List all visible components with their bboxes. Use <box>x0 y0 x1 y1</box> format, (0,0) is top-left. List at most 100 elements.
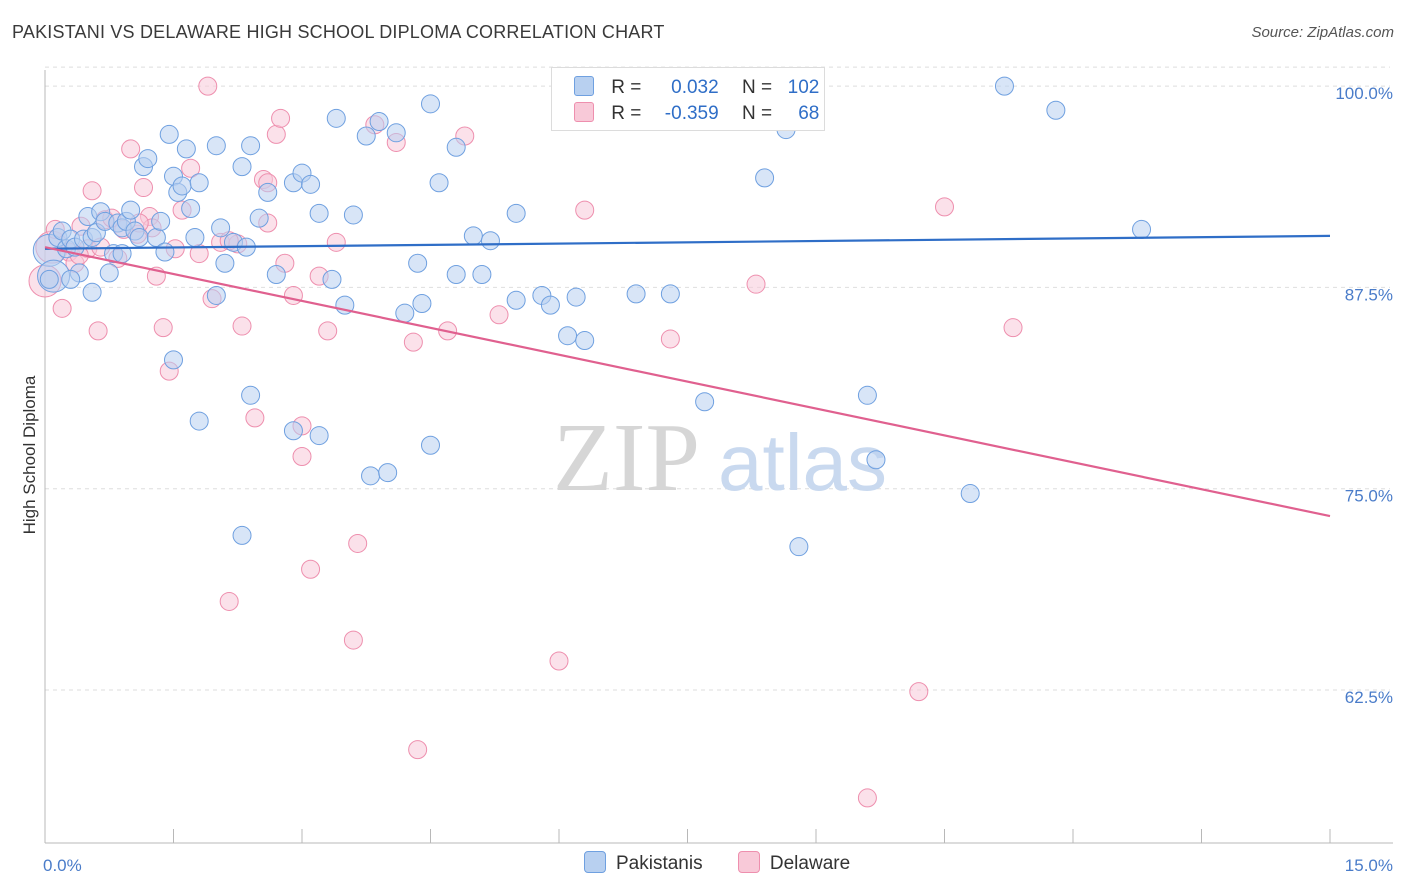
pakistani-point <box>386 123 406 143</box>
delaware-point <box>181 158 201 178</box>
y-axis-title: High School Diploma <box>20 375 39 534</box>
chart-title: PAKISTANI VS DELAWARE HIGH SCHOOL DIPLOM… <box>12 22 665 42</box>
delaware-point <box>219 591 239 611</box>
delaware-point <box>909 682 929 702</box>
pakistani-point <box>121 200 141 220</box>
pakistani-point <box>558 326 578 346</box>
pakistani-point <box>309 203 329 223</box>
pakistani-point <box>258 182 278 202</box>
delaware-point <box>292 447 312 466</box>
delaware-point <box>1003 318 1023 338</box>
pakistani-point <box>151 211 171 231</box>
delaware-point <box>348 533 368 553</box>
delaware-point <box>318 321 338 341</box>
pakistani-point <box>378 463 398 483</box>
pakistani-point <box>181 198 201 218</box>
pakistani-point <box>540 295 560 315</box>
pakistani-point <box>99 263 119 283</box>
pakistani-point <box>206 285 226 305</box>
pakistani-point <box>39 269 59 289</box>
pakistani-point <box>322 269 342 289</box>
legend-r-label: R = <box>611 77 642 98</box>
pakistani-point <box>994 76 1014 96</box>
pakistani-point <box>61 269 81 289</box>
pakistani-point <box>506 203 526 223</box>
legend-n-label: N = <box>741 103 773 124</box>
legend-r-value: 0.032 <box>671 77 719 98</box>
x-tick-label-max: 15.0% <box>1345 856 1393 875</box>
pakistani-point <box>1046 100 1066 120</box>
pakistani-point <box>189 411 209 431</box>
delaware-point <box>857 788 877 808</box>
delaware-point <box>134 178 154 198</box>
watermark-atlas: atlas <box>718 418 887 507</box>
pakistani-point <box>857 385 877 405</box>
delaware-point <box>153 318 173 338</box>
pakistani-point <box>755 168 775 188</box>
delaware-point <box>746 274 766 294</box>
delaware-point <box>549 651 569 671</box>
gridlines: 100.0% 87.5% 75.0% 62.5% <box>45 66 1393 707</box>
pakistani-point <box>283 421 303 441</box>
delaware-point <box>245 408 265 428</box>
series-legend: Pakistanis Delaware <box>584 851 880 875</box>
pakistani-point <box>1132 219 1152 239</box>
pakistani-point <box>361 466 381 486</box>
pakistani-point <box>232 525 252 545</box>
delaware-point <box>575 200 595 220</box>
pakistani-point <box>429 173 449 193</box>
delaware-point <box>121 139 141 159</box>
pakistani-point <box>266 265 286 285</box>
delaware-point <box>408 740 428 760</box>
pakistani-point <box>960 484 980 504</box>
pakistani-point <box>575 331 595 351</box>
trend-lines <box>44 234 1331 518</box>
pakistani-point <box>232 157 252 177</box>
pakistani-point <box>129 227 149 247</box>
pakistani-point <box>421 94 440 114</box>
axes: 0.0% 15.0% <box>43 70 1393 875</box>
delaware-point <box>301 559 321 579</box>
delaware-point <box>403 332 423 352</box>
legend-n-label: N = <box>741 77 773 98</box>
pakistani-point <box>185 227 205 247</box>
pakistani-point <box>249 208 269 228</box>
pakistani-point <box>215 253 235 273</box>
pakistani-point <box>626 284 646 304</box>
delaware-point <box>489 305 509 325</box>
legend-r-label: R = <box>611 103 642 124</box>
y-tick-label: 62.5% <box>1345 688 1393 707</box>
delaware-point <box>88 321 108 341</box>
delaware-point <box>283 285 303 305</box>
pakistani-point <box>206 136 226 156</box>
pakistani-point <box>301 174 321 194</box>
pakistani-point <box>480 231 500 251</box>
y-tick-label: 75.0% <box>1345 487 1393 506</box>
legend-row-delaware: R = -0.359 N = 68 <box>574 102 819 128</box>
pakistani-point <box>789 537 809 557</box>
y-tick-label: 100.0% <box>1335 84 1393 103</box>
legend-item-pakistanis: Pakistanis <box>584 851 703 875</box>
pakistani-point <box>446 265 466 285</box>
pakistani-point <box>82 282 102 302</box>
stats-legend: R = 0.032 N = 102 R = -0.359 N = 68 <box>551 67 825 131</box>
delaware-trend-line <box>44 246 1331 518</box>
pakistani-point <box>164 350 183 370</box>
pakistani-point <box>695 392 715 412</box>
pakistani-point <box>866 450 886 470</box>
pakistani-point <box>408 253 428 273</box>
pakistani-point <box>138 149 158 169</box>
pakistani-point <box>421 435 440 455</box>
watermark: ZIP atlas <box>553 404 887 512</box>
legend-row-pakistanis: R = 0.032 N = 102 <box>574 76 819 102</box>
pakistani-point <box>472 265 492 285</box>
source-note: Source: ZipAtlas.com <box>1251 24 1394 41</box>
delaware-point <box>935 197 954 217</box>
pakistani-point <box>211 218 231 238</box>
pakistani-point <box>176 139 196 159</box>
legend-n-value: 102 <box>787 77 820 98</box>
legend-r-value: -0.359 <box>664 103 719 124</box>
pakistani-point <box>241 136 261 156</box>
pakistani-point <box>446 137 466 157</box>
pakistani-point <box>343 205 363 225</box>
